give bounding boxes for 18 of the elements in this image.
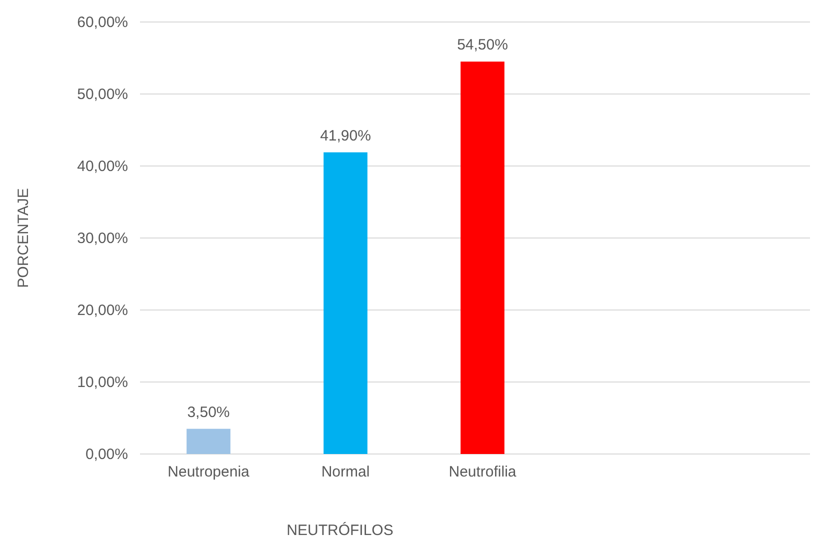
x-axis-title: NEUTRÓFILOS bbox=[286, 521, 394, 539]
y-tick-label: 30,00% bbox=[77, 230, 128, 247]
x-tick-label: Normal bbox=[321, 464, 370, 481]
y-tick-label: 50,00% bbox=[77, 86, 128, 103]
x-tick-label: Neutropenia bbox=[168, 464, 250, 481]
bar bbox=[324, 152, 368, 454]
y-axis-title: PORCENTAJE bbox=[15, 188, 32, 288]
data-label: 41,90% bbox=[320, 127, 371, 144]
y-tick-label: 40,00% bbox=[77, 158, 128, 175]
data-label: 3,50% bbox=[187, 404, 230, 421]
y-tick-label: 60,00% bbox=[77, 14, 128, 31]
bar bbox=[186, 428, 230, 454]
x-tick-label: Neutrofilia bbox=[448, 464, 517, 481]
bar bbox=[460, 62, 504, 454]
y-tick-label: 0,00% bbox=[85, 446, 128, 463]
y-tick-label: 10,00% bbox=[77, 374, 128, 391]
data-label: 54,50% bbox=[457, 36, 508, 54]
y-tick-label: 20,00% bbox=[77, 302, 128, 319]
